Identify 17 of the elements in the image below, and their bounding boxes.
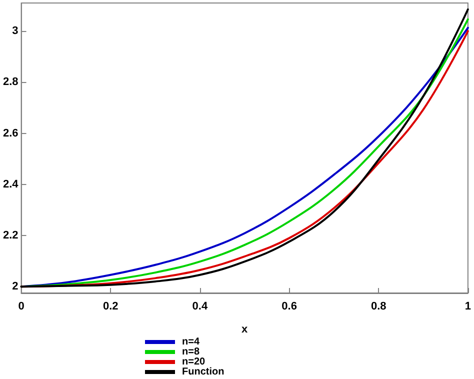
legend-label: n=20 (182, 356, 206, 368)
legend-label: Function (182, 366, 224, 378)
y-tick-label: 2.8 (2, 76, 18, 88)
x-tick-label: 0.6 (282, 300, 297, 312)
y-tick-label: 2.6 (2, 127, 18, 140)
y-tick-label: 2.2 (2, 230, 18, 242)
legend-label: n=8 (182, 346, 200, 358)
x-tick-label: 1 (464, 300, 472, 312)
x-axis-title: x (242, 324, 249, 336)
y-tick-label: 2.4 (2, 178, 20, 190)
x-tick-label: 0 (18, 300, 24, 312)
x-tick-label: 0.2 (102, 300, 118, 312)
y-tick-label: 2 (12, 280, 18, 293)
legend-label: n=4 (182, 336, 200, 348)
x-tick-label: 0.4 (192, 300, 208, 312)
y-tick-label: 3 (12, 25, 18, 38)
x-tick-label: 0.8 (370, 300, 386, 312)
